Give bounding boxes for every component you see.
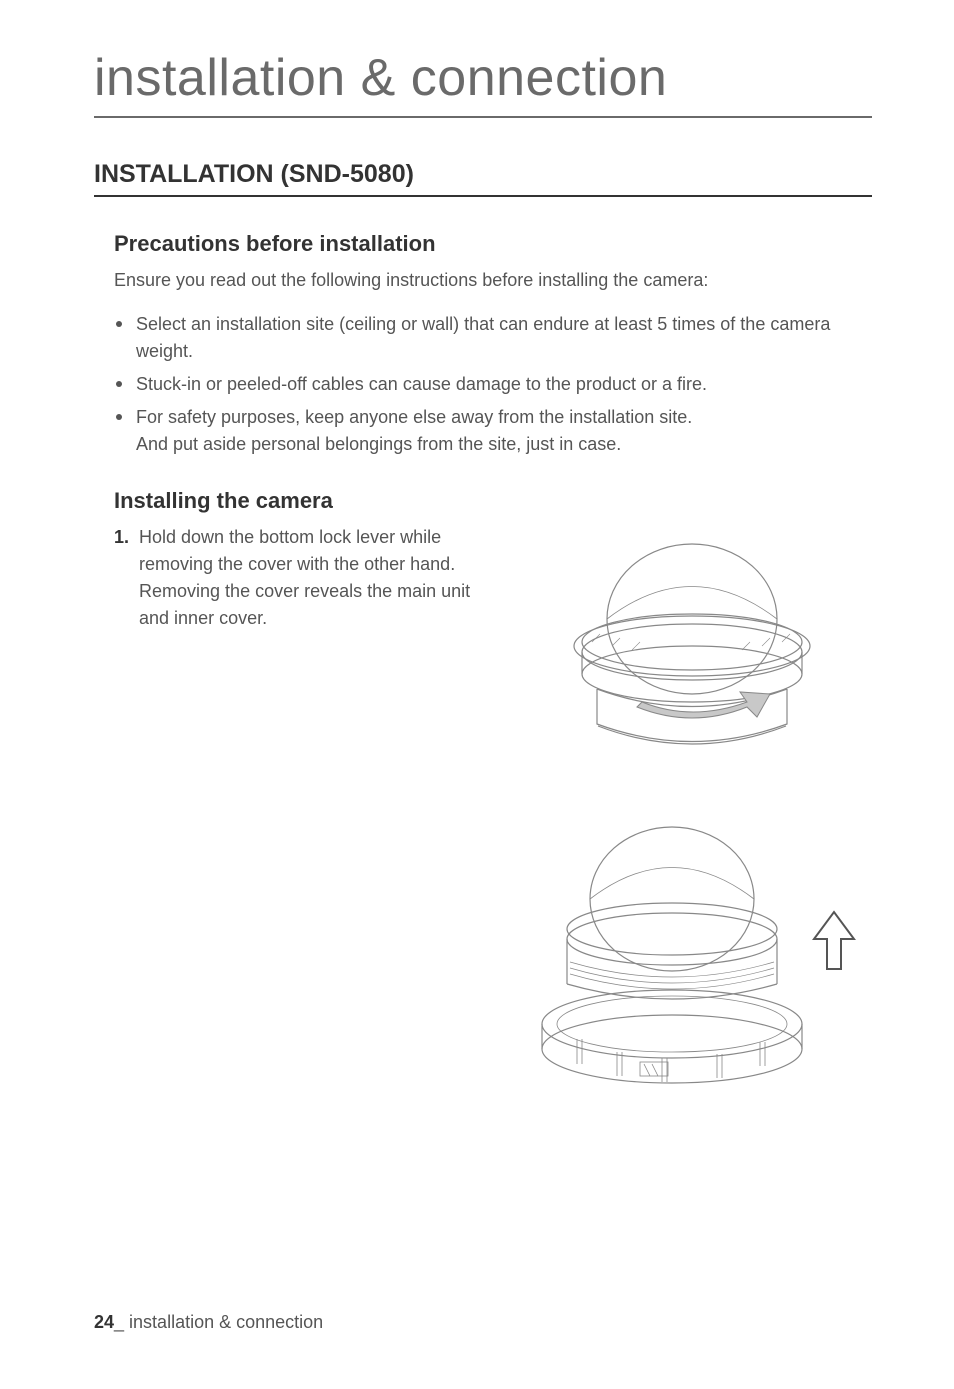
precautions-list: Select an installation site (ceiling or … bbox=[114, 311, 872, 458]
subsection-precautions: Precautions before installation bbox=[114, 231, 872, 257]
step-item: 1. Hold down the bottom lock lever while… bbox=[114, 524, 492, 632]
page-number: 24 bbox=[94, 1312, 114, 1332]
step-row: 1. Hold down the bottom lock lever while… bbox=[114, 524, 872, 1114]
footer-text: installation & connection bbox=[129, 1312, 323, 1332]
page-root: installation & connection INSTALLATION (… bbox=[0, 0, 954, 1389]
step-text: Hold down the bottom lock lever while re… bbox=[139, 524, 492, 632]
subsection-installing: Installing the camera bbox=[114, 488, 872, 514]
page-footer: 24_ installation & connection bbox=[94, 1312, 323, 1333]
list-item: Select an installation site (ceiling or … bbox=[114, 311, 872, 365]
chapter-title: installation & connection bbox=[94, 48, 872, 118]
step-number: 1. bbox=[114, 524, 129, 632]
precautions-intro: Ensure you read out the following instru… bbox=[114, 267, 872, 293]
footer-separator: _ bbox=[114, 1312, 129, 1332]
list-item: Stuck-in or peeled-off cables can cause … bbox=[114, 371, 872, 398]
list-item: For safety purposes, keep anyone else aw… bbox=[114, 404, 872, 458]
step-text-column: 1. Hold down the bottom lock lever while… bbox=[114, 524, 492, 1114]
illustration-column bbox=[512, 524, 872, 1114]
figure-dome-inner-icon bbox=[522, 814, 862, 1114]
figure-dome-cover-icon bbox=[542, 524, 842, 774]
section-title: INSTALLATION (SND-5080) bbox=[94, 160, 872, 197]
